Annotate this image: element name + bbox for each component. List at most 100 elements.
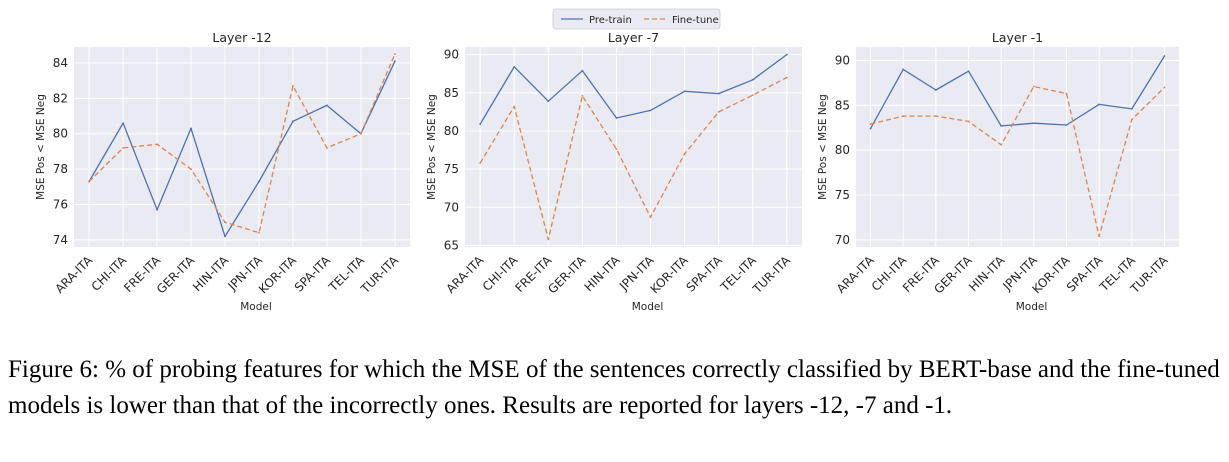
x-axis-label: Model bbox=[1016, 301, 1048, 313]
data-point bbox=[292, 85, 294, 87]
data-point bbox=[122, 122, 124, 125]
x-tick-label: ARA-ITA bbox=[444, 253, 487, 296]
y-tick-label: 90 bbox=[444, 48, 459, 62]
plot-background bbox=[465, 47, 802, 247]
y-tick-label: 76 bbox=[53, 198, 68, 212]
data-point bbox=[1130, 118, 1133, 121]
figure-charts: Pre-train Fine-tune 747678808284ARA-ITAC… bbox=[35, 8, 1179, 313]
y-axis-label: MSE Pos < MSE Neg bbox=[35, 94, 47, 200]
data-point bbox=[1000, 143, 1003, 146]
y-tick-label: 74 bbox=[53, 233, 68, 247]
panel-title: Layer -12 bbox=[212, 30, 271, 45]
data-point bbox=[967, 120, 970, 123]
data-point bbox=[479, 162, 482, 164]
y-tick-label: 80 bbox=[835, 143, 850, 157]
panel-title: Layer -1 bbox=[992, 30, 1043, 45]
data-point bbox=[785, 53, 788, 56]
y-tick-label: 65 bbox=[444, 238, 459, 252]
chart-panel-2: 657075808590ARA-ITACHI-ITAFRE-ITAGER-ITA… bbox=[426, 30, 802, 313]
y-axis-label: MSE Pos < MSE Neg bbox=[426, 94, 438, 200]
data-point bbox=[967, 70, 970, 73]
data-point bbox=[1098, 235, 1101, 238]
y-tick-label: 90 bbox=[835, 53, 850, 67]
data-point bbox=[258, 180, 260, 183]
legend-pretrain-label: Pre-train bbox=[589, 15, 632, 26]
data-point bbox=[1163, 55, 1166, 57]
data-point bbox=[547, 100, 550, 103]
x-tick-label: KOR-ITA bbox=[256, 253, 300, 297]
x-tick-label: ARA-ITA bbox=[834, 253, 877, 296]
x-tick-label: KOR-ITA bbox=[648, 253, 692, 297]
x-tick-label: TUR-ITA bbox=[358, 253, 402, 297]
y-tick-label: 82 bbox=[53, 91, 68, 105]
data-point bbox=[393, 60, 396, 63]
y-tick-label: 84 bbox=[53, 56, 68, 70]
data-point bbox=[683, 90, 686, 93]
legend-box bbox=[552, 8, 721, 30]
data-point bbox=[513, 105, 516, 108]
legend-finetune-label: Fine-tune bbox=[672, 15, 719, 26]
y-tick-label: 85 bbox=[835, 98, 850, 112]
plot-background bbox=[74, 47, 410, 247]
data-point bbox=[615, 148, 618, 151]
y-tick-label: 75 bbox=[835, 188, 850, 202]
data-point bbox=[1000, 125, 1003, 127]
data-point bbox=[393, 53, 396, 55]
data-point bbox=[869, 127, 872, 130]
data-point bbox=[751, 78, 754, 81]
data-point bbox=[717, 92, 720, 95]
y-tick-label: 75 bbox=[444, 162, 459, 176]
legend: Pre-train Fine-tune bbox=[552, 8, 721, 30]
data-point bbox=[1065, 92, 1068, 95]
series-line-pretrain bbox=[88, 60, 396, 238]
data-point bbox=[751, 94, 754, 96]
x-tick-label: SPA-ITA bbox=[1064, 253, 1106, 295]
series-line-finetune bbox=[479, 76, 788, 241]
series-line-pretrain bbox=[479, 54, 788, 125]
y-tick-label: 70 bbox=[444, 200, 459, 214]
data-point bbox=[156, 208, 158, 211]
data-point bbox=[479, 123, 482, 125]
chart-panel-3: 7075808590ARA-ITACHI-ITAFRE-ITAGER-ITAHI… bbox=[817, 30, 1179, 313]
data-point bbox=[581, 69, 584, 72]
data-point bbox=[934, 115, 937, 117]
y-tick-label: 80 bbox=[444, 124, 459, 138]
figure-caption: Figure 6: % of probing features for whic… bbox=[8, 356, 1220, 419]
x-axis-label: Model bbox=[632, 301, 664, 313]
y-tick-label: 80 bbox=[53, 127, 68, 141]
data-point bbox=[258, 231, 260, 234]
data-point bbox=[224, 221, 226, 224]
data-point bbox=[1065, 124, 1068, 126]
data-point bbox=[902, 68, 905, 71]
y-axis-label: MSE Pos < MSE Neg bbox=[817, 94, 829, 200]
data-point bbox=[190, 127, 192, 130]
data-point bbox=[649, 109, 652, 112]
x-tick-label: HIN-ITA bbox=[582, 253, 624, 295]
data-point bbox=[547, 238, 550, 241]
data-point bbox=[785, 76, 788, 79]
data-point bbox=[1032, 85, 1035, 88]
data-point bbox=[581, 94, 584, 97]
x-tick-label: HIN-ITA bbox=[966, 253, 1008, 295]
series-line-finetune bbox=[88, 53, 396, 234]
y-tick-label: 78 bbox=[53, 162, 68, 176]
x-tick-label: SPA-ITA bbox=[683, 253, 725, 295]
x-tick-label: GER-ITA bbox=[545, 253, 589, 297]
x-tick-label: SPA-ITA bbox=[292, 253, 334, 295]
plot-background bbox=[856, 47, 1179, 247]
data-point bbox=[326, 146, 328, 149]
data-point bbox=[683, 152, 686, 155]
y-tick-label: 85 bbox=[444, 86, 459, 100]
y-tick-label: 70 bbox=[835, 233, 850, 247]
data-point bbox=[88, 180, 91, 183]
data-point bbox=[122, 146, 124, 149]
data-point bbox=[1032, 122, 1035, 125]
x-tick-label: GER-ITA bbox=[154, 253, 198, 297]
x-tick-label: ARA-ITA bbox=[52, 253, 95, 296]
data-point bbox=[360, 132, 362, 135]
data-point bbox=[649, 216, 652, 219]
data-point bbox=[224, 235, 226, 238]
data-point bbox=[902, 115, 905, 117]
data-point bbox=[292, 120, 294, 123]
x-tick-label: TUR-ITA bbox=[750, 253, 794, 297]
